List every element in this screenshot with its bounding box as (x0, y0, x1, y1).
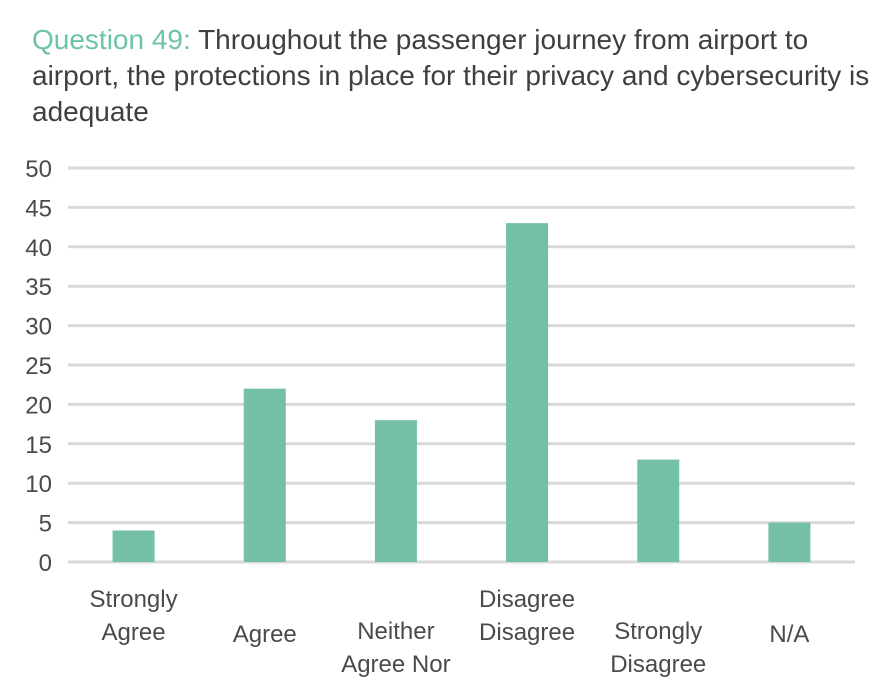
bar (374, 420, 417, 562)
y-tick-label: 25 (25, 353, 52, 380)
bar (243, 388, 286, 562)
y-tick-label: 35 (25, 274, 52, 301)
question-number: Question 49: (32, 24, 191, 55)
x-tick-label-line: Disagree (479, 586, 576, 613)
x-tick-label-line: Agree (101, 619, 166, 646)
x-tick-label: Disagree Disagree (447, 583, 607, 649)
bar (112, 530, 155, 562)
y-tick-label: 50 (25, 156, 52, 183)
x-tick-label-line: N/A (769, 621, 810, 648)
y-tick-label: 20 (25, 392, 52, 419)
x-tick-label: N/A (709, 618, 869, 651)
y-tick-label: 10 (25, 471, 52, 498)
y-tick-label: 40 (25, 235, 52, 262)
x-tick-label: Strongly Disagree (578, 615, 738, 681)
y-tick-label: 5 (39, 511, 52, 538)
x-tick-label-line: Neither (357, 618, 435, 645)
question-text: Throughout the passenger journey from ai… (32, 24, 870, 127)
x-tick-label: Neither Agree Nor (316, 615, 476, 681)
x-tick-label: Strongly Agree (54, 583, 214, 649)
chart-title: Question 49: Throughout the passenger jo… (32, 22, 872, 130)
y-tick-label: 30 (25, 314, 52, 341)
bar (506, 223, 549, 562)
x-tick-label-line: Agree Nor (341, 651, 451, 678)
x-tick-label-line: Disagree (479, 619, 576, 646)
y-tick-label: 45 (25, 195, 52, 222)
bar (637, 459, 680, 562)
y-tick-label: 0 (39, 550, 52, 577)
y-tick-label: 15 (25, 432, 52, 459)
x-tick-label: Agree (185, 618, 345, 651)
x-tick-label-line: Strongly (614, 618, 703, 645)
x-tick-label-line: Strongly (89, 586, 178, 613)
x-tick-label-line: Agree (232, 621, 297, 648)
bar (768, 522, 811, 562)
x-tick-label-line: Disagree (610, 651, 707, 678)
